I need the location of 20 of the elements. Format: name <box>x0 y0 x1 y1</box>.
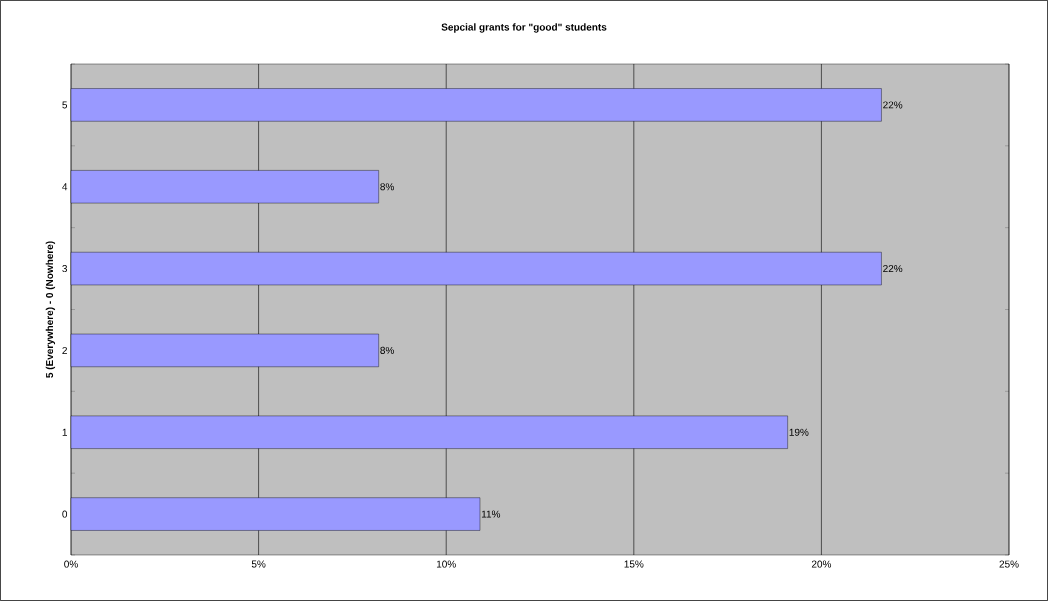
x-tick-label: 15% <box>624 560 644 568</box>
data-label: 19% <box>789 428 809 436</box>
y-tick-label: 5 <box>62 101 68 109</box>
y-tick-label: 1 <box>62 428 67 436</box>
chart-title: Sepcial grants for "good" students <box>441 23 607 33</box>
y-tick-label: 3 <box>62 265 68 273</box>
y-tick-label: 2 <box>62 346 67 354</box>
y-tick-label: 0 <box>62 510 68 518</box>
y-tick-label: 4 <box>62 183 68 191</box>
x-tick-label: 0% <box>64 560 78 568</box>
x-tick-label: 20% <box>811 560 832 568</box>
data-label: 8% <box>380 346 394 354</box>
y-axis-title: 5 (Everywhere) - 0 (Nowhere) <box>45 241 56 378</box>
data-label: 8% <box>380 183 394 191</box>
x-tick-label: 10% <box>436 560 456 568</box>
data-label: 22% <box>883 265 903 273</box>
x-tick-label: 5% <box>251 560 266 568</box>
data-label: 22% <box>883 101 903 109</box>
data-label: 11% <box>481 510 501 518</box>
x-tick-label: 25% <box>999 560 1019 568</box>
